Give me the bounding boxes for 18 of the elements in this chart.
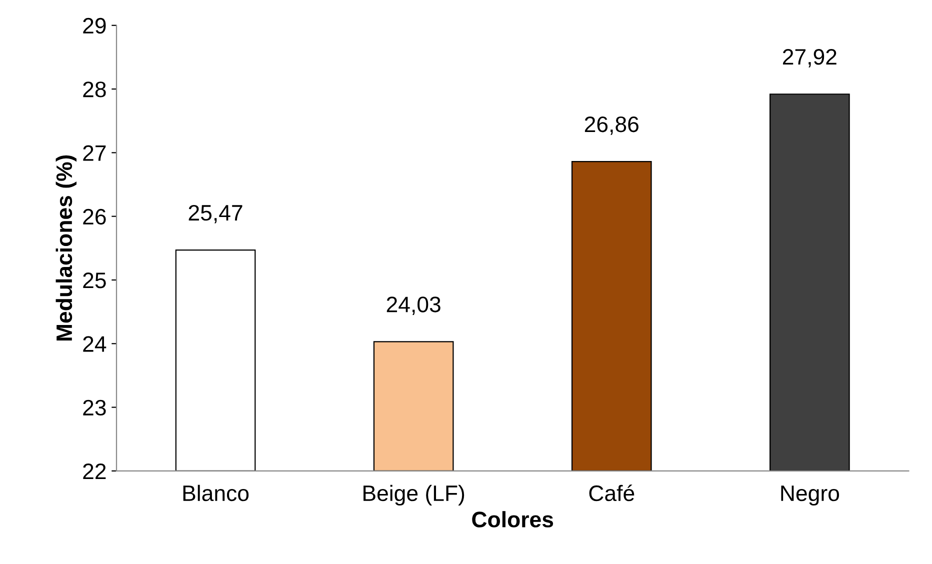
data-label: 27,92 — [782, 48, 836, 68]
y-tick-label: 23 — [83, 400, 106, 416]
data-label: 25,47 — [188, 204, 242, 224]
y-tick-label: 27 — [83, 145, 106, 161]
y-tick-label: 26 — [83, 208, 106, 225]
x-axis-title: Colores — [472, 511, 554, 528]
y-axis-title: Medulaciones (%) — [56, 155, 77, 341]
x-tick-label: Blanco — [183, 484, 249, 502]
y-tick-label: 24 — [83, 336, 106, 352]
x-tick-label: Café — [589, 484, 634, 502]
y-tick-label: 28 — [83, 82, 106, 98]
y-tick-label: 29 — [83, 18, 106, 34]
y-tick-label: 25 — [83, 272, 106, 288]
y-tick-label: 22 — [83, 463, 106, 479]
x-tick-label: Negro — [781, 486, 840, 506]
data-label: 24,03 — [386, 296, 440, 315]
data-label: 26,86 — [584, 116, 638, 135]
x-tick-label: Beige (LF) — [364, 484, 464, 506]
